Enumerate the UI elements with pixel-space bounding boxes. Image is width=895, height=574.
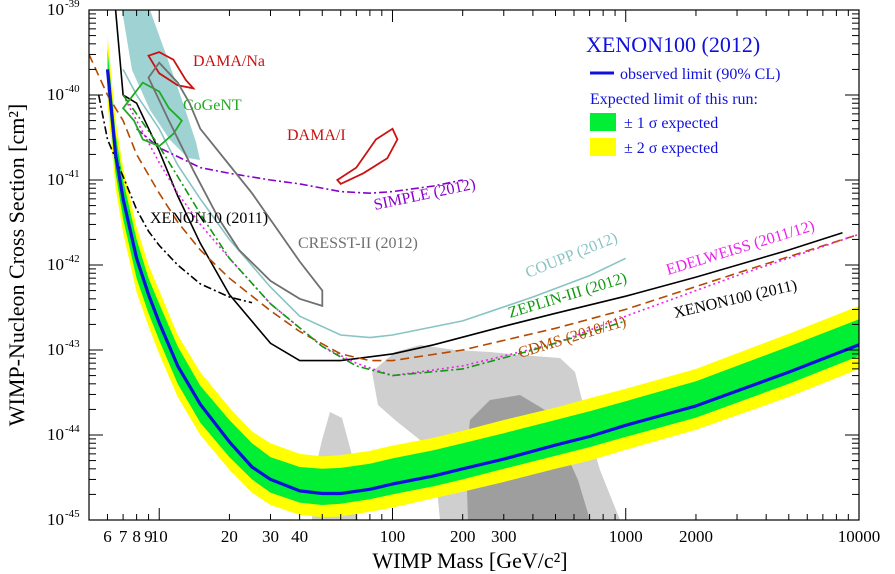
y-tick-label: 10: [47, 510, 64, 529]
y-tick-exponent: -42: [65, 253, 80, 265]
region-dama-i: [335, 127, 399, 186]
region-dama-na: [147, 51, 196, 90]
legend-observed-label: observed limit (90% CL): [620, 66, 780, 83]
y-tick-label: 10: [47, 425, 64, 444]
limit-curve-cdms-2010-11: [89, 54, 859, 362]
y-tick-label: 10: [47, 340, 64, 359]
limit-curve-simple-2012: [136, 128, 463, 195]
label-simple: SIMPLE (2012): [372, 176, 477, 214]
y-tick-exponent: -40: [65, 83, 80, 95]
label-cresst: CRESST-II (2012): [298, 235, 418, 252]
label-cdms: CDMS (2010/11): [516, 313, 628, 362]
x-tick-labels: 6 7 8 910 20 30 40 100 200 300 1000 2000 10000: [103, 527, 880, 546]
x-tick-label: 1000: [609, 527, 643, 546]
y-axis-title: WIMP-Nucleon Cross Section [cm²]: [4, 104, 29, 426]
legend: XENON100 (2012) observed limit (90% CL) …: [586, 32, 780, 157]
label-coupp: COUPP (2012): [523, 229, 620, 281]
x-tick-label: 30: [262, 527, 279, 546]
y-tick-exponent: -39: [65, 0, 80, 10]
x-tick-label: 2000: [679, 527, 713, 546]
limit-curve-xenon100-2011: [114, 10, 843, 362]
x-tick-label: 10000: [838, 527, 881, 546]
legend-band1-label: ± 1 σ expected: [624, 115, 718, 132]
x-tick-label: 6: [103, 527, 112, 546]
x-tick-label: 7: [119, 527, 128, 546]
x-tick-label: 10: [151, 527, 168, 546]
y-tick-label: 10: [47, 0, 64, 19]
limit-curve-zeplin-iii-2012: [122, 94, 626, 377]
limit-curve-edelweiss-2011-12: [122, 94, 859, 377]
y-tick-label: 10: [47, 85, 64, 104]
legend-expected-header: Expected limit of this run:: [590, 91, 758, 108]
x-tick-label: 8: [132, 527, 141, 546]
legend-title: XENON100 (2012): [586, 32, 760, 57]
legend-band2-swatch: [590, 138, 616, 156]
y-tick-label: 10: [47, 170, 64, 189]
expected-bands: [107, 35, 859, 518]
legend-band2-label: ± 2 σ expected: [624, 140, 718, 157]
axis-ticks: [88, 9, 860, 521]
y-tick-label: 10: [47, 255, 64, 274]
x-tick-label: 300: [491, 527, 517, 546]
label-cogent: CoGeNT: [183, 97, 242, 114]
x-tick-label: 20: [221, 527, 238, 546]
x-tick-label: 9: [144, 527, 153, 546]
x-tick-label: 200: [450, 527, 476, 546]
x-axis-title: WIMP Mass [GeV/c²]: [372, 548, 567, 573]
y-tick-exponent: -43: [65, 338, 80, 350]
label-dama-i: DAMA/I: [287, 127, 346, 144]
y-tick-exponent: -41: [65, 168, 80, 180]
region-cresst-ii-2012: [147, 61, 324, 308]
signal-regions: [121, 51, 399, 308]
observed-limit-line: [105, 69, 859, 496]
legend-band1-swatch: [590, 113, 616, 131]
label-xenon100-2011: XENON100 (2011): [672, 277, 799, 322]
region-cogent: [121, 81, 183, 148]
label-xenon10: XENON10 (2011): [150, 210, 268, 227]
label-dama-na: DAMA/Na: [193, 53, 265, 70]
one-sigma-band: [107, 48, 859, 506]
dama-channeling-region: [122, 10, 200, 160]
y-tick-exponent: -44: [65, 423, 80, 435]
y-tick-exponent: -45: [65, 508, 80, 520]
x-tick-label: 40: [291, 527, 308, 546]
x-tick-label: 100: [380, 527, 406, 546]
